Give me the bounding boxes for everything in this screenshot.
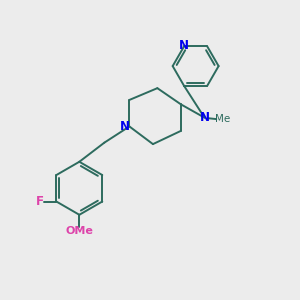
Text: N: N: [200, 111, 209, 124]
Text: Me: Me: [215, 114, 231, 124]
Text: OMe: OMe: [65, 226, 93, 236]
Text: N: N: [179, 38, 189, 52]
Text: F: F: [36, 195, 44, 208]
Text: N: N: [120, 120, 130, 133]
